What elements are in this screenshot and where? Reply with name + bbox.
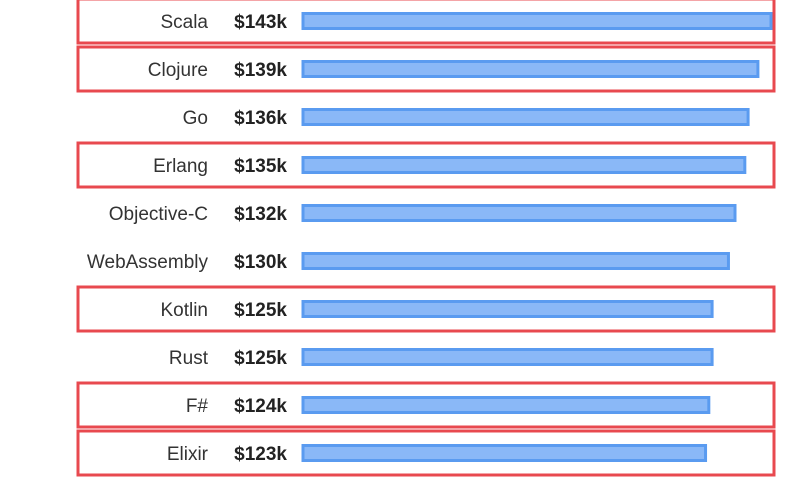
value-label-f: $124k — [234, 396, 287, 417]
category-label-objective-c: Objective-C — [109, 204, 208, 225]
category-labels: Scala Clojure Go Erlang Objective-C WebAssemb… — [87, 12, 209, 465]
value-label-go: $136k — [234, 108, 287, 129]
category-label-webassembly: WebAssembly — [87, 252, 209, 273]
value-label-kotlin: $125k — [234, 300, 287, 321]
highlight-box-elixir — [76, 429, 776, 477]
value-label-rust: $125k — [234, 348, 287, 369]
value-label-elixir: $123k — [234, 444, 287, 465]
value-label-objective-c: $132k — [234, 204, 287, 225]
bar-scala — [301, 12, 773, 30]
category-label-go: Go — [183, 108, 208, 129]
bar-elixir — [301, 444, 708, 462]
category-label-scala: Scala — [160, 12, 208, 33]
bar-erlang — [301, 156, 747, 174]
bar-go — [301, 108, 750, 126]
bar-objective-c — [301, 204, 737, 222]
bar-f — [301, 396, 711, 414]
category-label-elixir: Elixir — [167, 444, 209, 465]
highlight-box-erlang — [76, 141, 776, 189]
value-labels: $143k $139k $136k $135k $132k $130k $125k $125k… — [234, 12, 287, 465]
value-label-clojure: $139k — [234, 60, 287, 81]
bar-rust — [301, 348, 714, 366]
bars — [301, 12, 773, 462]
category-label-rust: Rust — [169, 348, 209, 369]
value-label-scala: $143k — [234, 12, 287, 33]
category-label-kotlin: Kotlin — [160, 300, 208, 321]
highlight-box-clojure — [76, 45, 776, 93]
bar-clojure — [301, 60, 760, 78]
highlight-box-f — [76, 381, 776, 429]
bar-kotlin — [301, 300, 714, 318]
highlight-boxes — [76, 0, 776, 477]
value-label-webassembly: $130k — [234, 252, 287, 273]
category-label-erlang: Erlang — [153, 156, 208, 177]
value-label-erlang: $135k — [234, 156, 287, 177]
highlight-box-scala — [76, 0, 776, 45]
category-label-f: F# — [186, 396, 209, 417]
bar-webassembly — [301, 252, 730, 270]
category-label-clojure: Clojure — [148, 60, 208, 81]
highlight-box-kotlin — [76, 285, 776, 333]
